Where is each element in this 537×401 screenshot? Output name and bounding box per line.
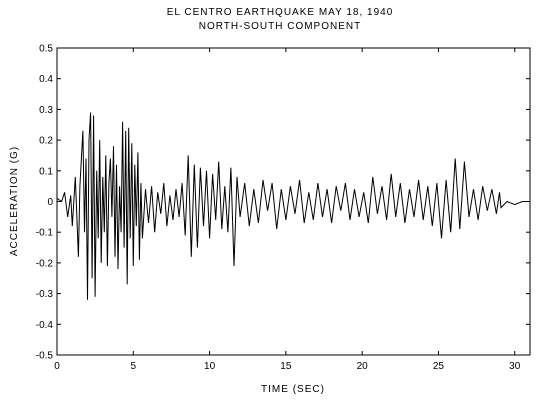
y-axis-label: ACCELERATION (G) <box>9 146 20 256</box>
y-tick-label: 0.2 <box>39 136 53 147</box>
y-axis-ticks: 0.5 0.4 0.3 0.2 0.1 0 -0.1 -0.2 -0.3 -0.4 -0.5 <box>36 44 530 362</box>
y-tick-label: -0.2 <box>36 258 54 269</box>
x-axis-label: TIME (SEC) <box>261 384 325 395</box>
x-tick-label: 25 <box>433 361 445 372</box>
x-axis-ticks: 0 5 10 15 20 25 30 <box>54 48 521 372</box>
y-tick-label: -0.4 <box>36 320 54 331</box>
y-tick-label: 0.4 <box>39 74 53 85</box>
chart-subtitle: NORTH-SOUTH COMPONENT <box>199 21 361 32</box>
y-tick-label: 0.1 <box>39 166 53 177</box>
chart-title: EL CENTRO EARTHQUAKE MAY 18, 1940 <box>167 7 394 18</box>
y-tick-label: 0 <box>47 197 53 208</box>
x-tick-label: 10 <box>204 361 216 372</box>
y-tick-label: 0.3 <box>39 105 53 116</box>
x-tick-label: 30 <box>509 361 521 372</box>
x-tick-label: 15 <box>280 361 292 372</box>
y-tick-label: -0.1 <box>36 228 54 239</box>
x-tick-label: 5 <box>131 361 137 372</box>
acceleration-series-line <box>56 112 530 300</box>
x-tick-label: 20 <box>357 361 369 372</box>
y-tick-label: -0.3 <box>36 289 54 300</box>
x-tick-label: 0 <box>54 361 60 372</box>
y-tick-label: 0.5 <box>39 44 53 55</box>
y-tick-label: -0.5 <box>36 351 54 362</box>
